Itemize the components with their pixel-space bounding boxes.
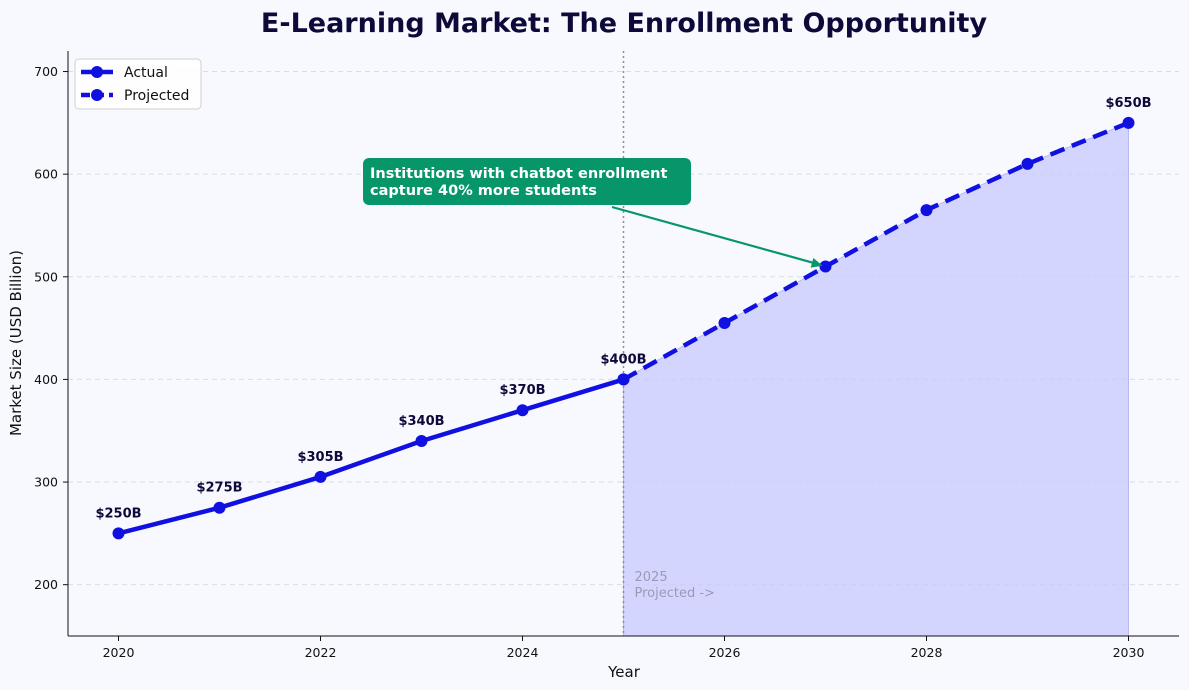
x-axis-title: Year bbox=[607, 663, 641, 681]
data-label: $650B bbox=[1105, 96, 1151, 111]
data-point-actual bbox=[314, 470, 327, 483]
data-point-projected bbox=[1021, 157, 1034, 170]
series-line-actual bbox=[116, 377, 626, 536]
projection-fill-layer bbox=[623, 122, 1129, 637]
data-point-projected bbox=[617, 373, 630, 386]
data-point-projected bbox=[819, 260, 832, 273]
x-tick-label: 2026 bbox=[709, 645, 741, 660]
data-label: $370B bbox=[499, 383, 545, 398]
series-line-projected bbox=[622, 120, 1130, 382]
y-tick-label: 700 bbox=[34, 64, 58, 79]
series-layer bbox=[112, 116, 1135, 540]
y-tick-label: 300 bbox=[34, 475, 58, 490]
data-point-projected bbox=[1122, 116, 1135, 129]
y-tick-label: 200 bbox=[34, 577, 58, 592]
y-tick-label: 400 bbox=[34, 372, 58, 387]
data-label: $340B bbox=[398, 414, 444, 429]
x-tick-label: 2022 bbox=[305, 645, 337, 660]
legend-label-actual: Actual bbox=[124, 65, 168, 81]
data-point-actual bbox=[415, 435, 428, 447]
x-tick-label: 2028 bbox=[911, 645, 943, 660]
y-axis-title: Market Size (USD Billion) bbox=[7, 250, 25, 436]
annotation-box bbox=[363, 158, 691, 205]
chart-title: E-Learning Market: The Enrollment Opport… bbox=[261, 8, 988, 39]
legend-marker-actual bbox=[91, 66, 103, 78]
data-point-actual bbox=[213, 501, 226, 514]
projection-area bbox=[623, 122, 1129, 637]
legend-label-projected: Projected bbox=[124, 88, 189, 104]
divider-label: 2025 bbox=[635, 570, 668, 585]
x-tick-label: 2020 bbox=[103, 645, 135, 660]
data-point-projected bbox=[920, 204, 933, 217]
legend-marker-projected bbox=[91, 89, 103, 101]
annotation-arrowhead bbox=[810, 257, 823, 268]
annotation-text: Institutions with chatbot enrollment bbox=[370, 166, 667, 182]
divider-label: Projected -> bbox=[635, 586, 715, 601]
data-point-actual bbox=[112, 527, 125, 540]
data-label: $305B bbox=[297, 450, 343, 465]
annotation-text: capture 40% more students bbox=[370, 183, 597, 199]
data-point-projected bbox=[718, 316, 731, 329]
data-point-actual bbox=[516, 404, 529, 417]
data-label: $275B bbox=[196, 481, 242, 496]
axis-layer: 200 300 400 500 600 700 2020 2022 2024 2026 2028 20… bbox=[34, 51, 1179, 660]
legend: Actual Projected bbox=[74, 58, 202, 110]
data-label-layer: $250B $275B $305B $340B $370B $400B $650B bbox=[95, 96, 1151, 522]
x-tick-label: 2030 bbox=[1113, 645, 1145, 660]
x-tick-label: 2024 bbox=[507, 645, 539, 660]
y-tick-label: 500 bbox=[34, 269, 58, 284]
annotation-layer: Institutions with chatbot enrollmentcapt… bbox=[363, 158, 823, 268]
annotation-arrow-line bbox=[611, 205, 820, 266]
data-label: $250B bbox=[95, 506, 141, 521]
data-label: $400B bbox=[600, 352, 646, 367]
y-tick-label: 600 bbox=[34, 167, 58, 182]
